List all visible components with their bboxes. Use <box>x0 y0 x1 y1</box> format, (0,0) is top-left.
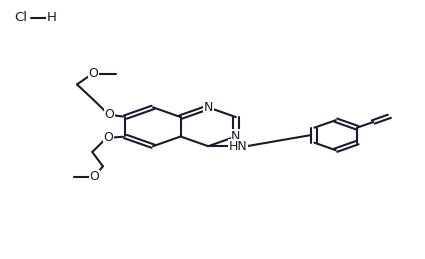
Text: N: N <box>204 101 213 114</box>
Text: O: O <box>104 108 114 121</box>
Text: HN: HN <box>229 140 247 153</box>
Text: O: O <box>103 131 113 144</box>
Text: N: N <box>231 130 241 143</box>
Text: O: O <box>89 170 99 183</box>
Text: H: H <box>47 11 57 24</box>
Text: Cl: Cl <box>14 11 27 24</box>
Text: O: O <box>88 67 98 80</box>
